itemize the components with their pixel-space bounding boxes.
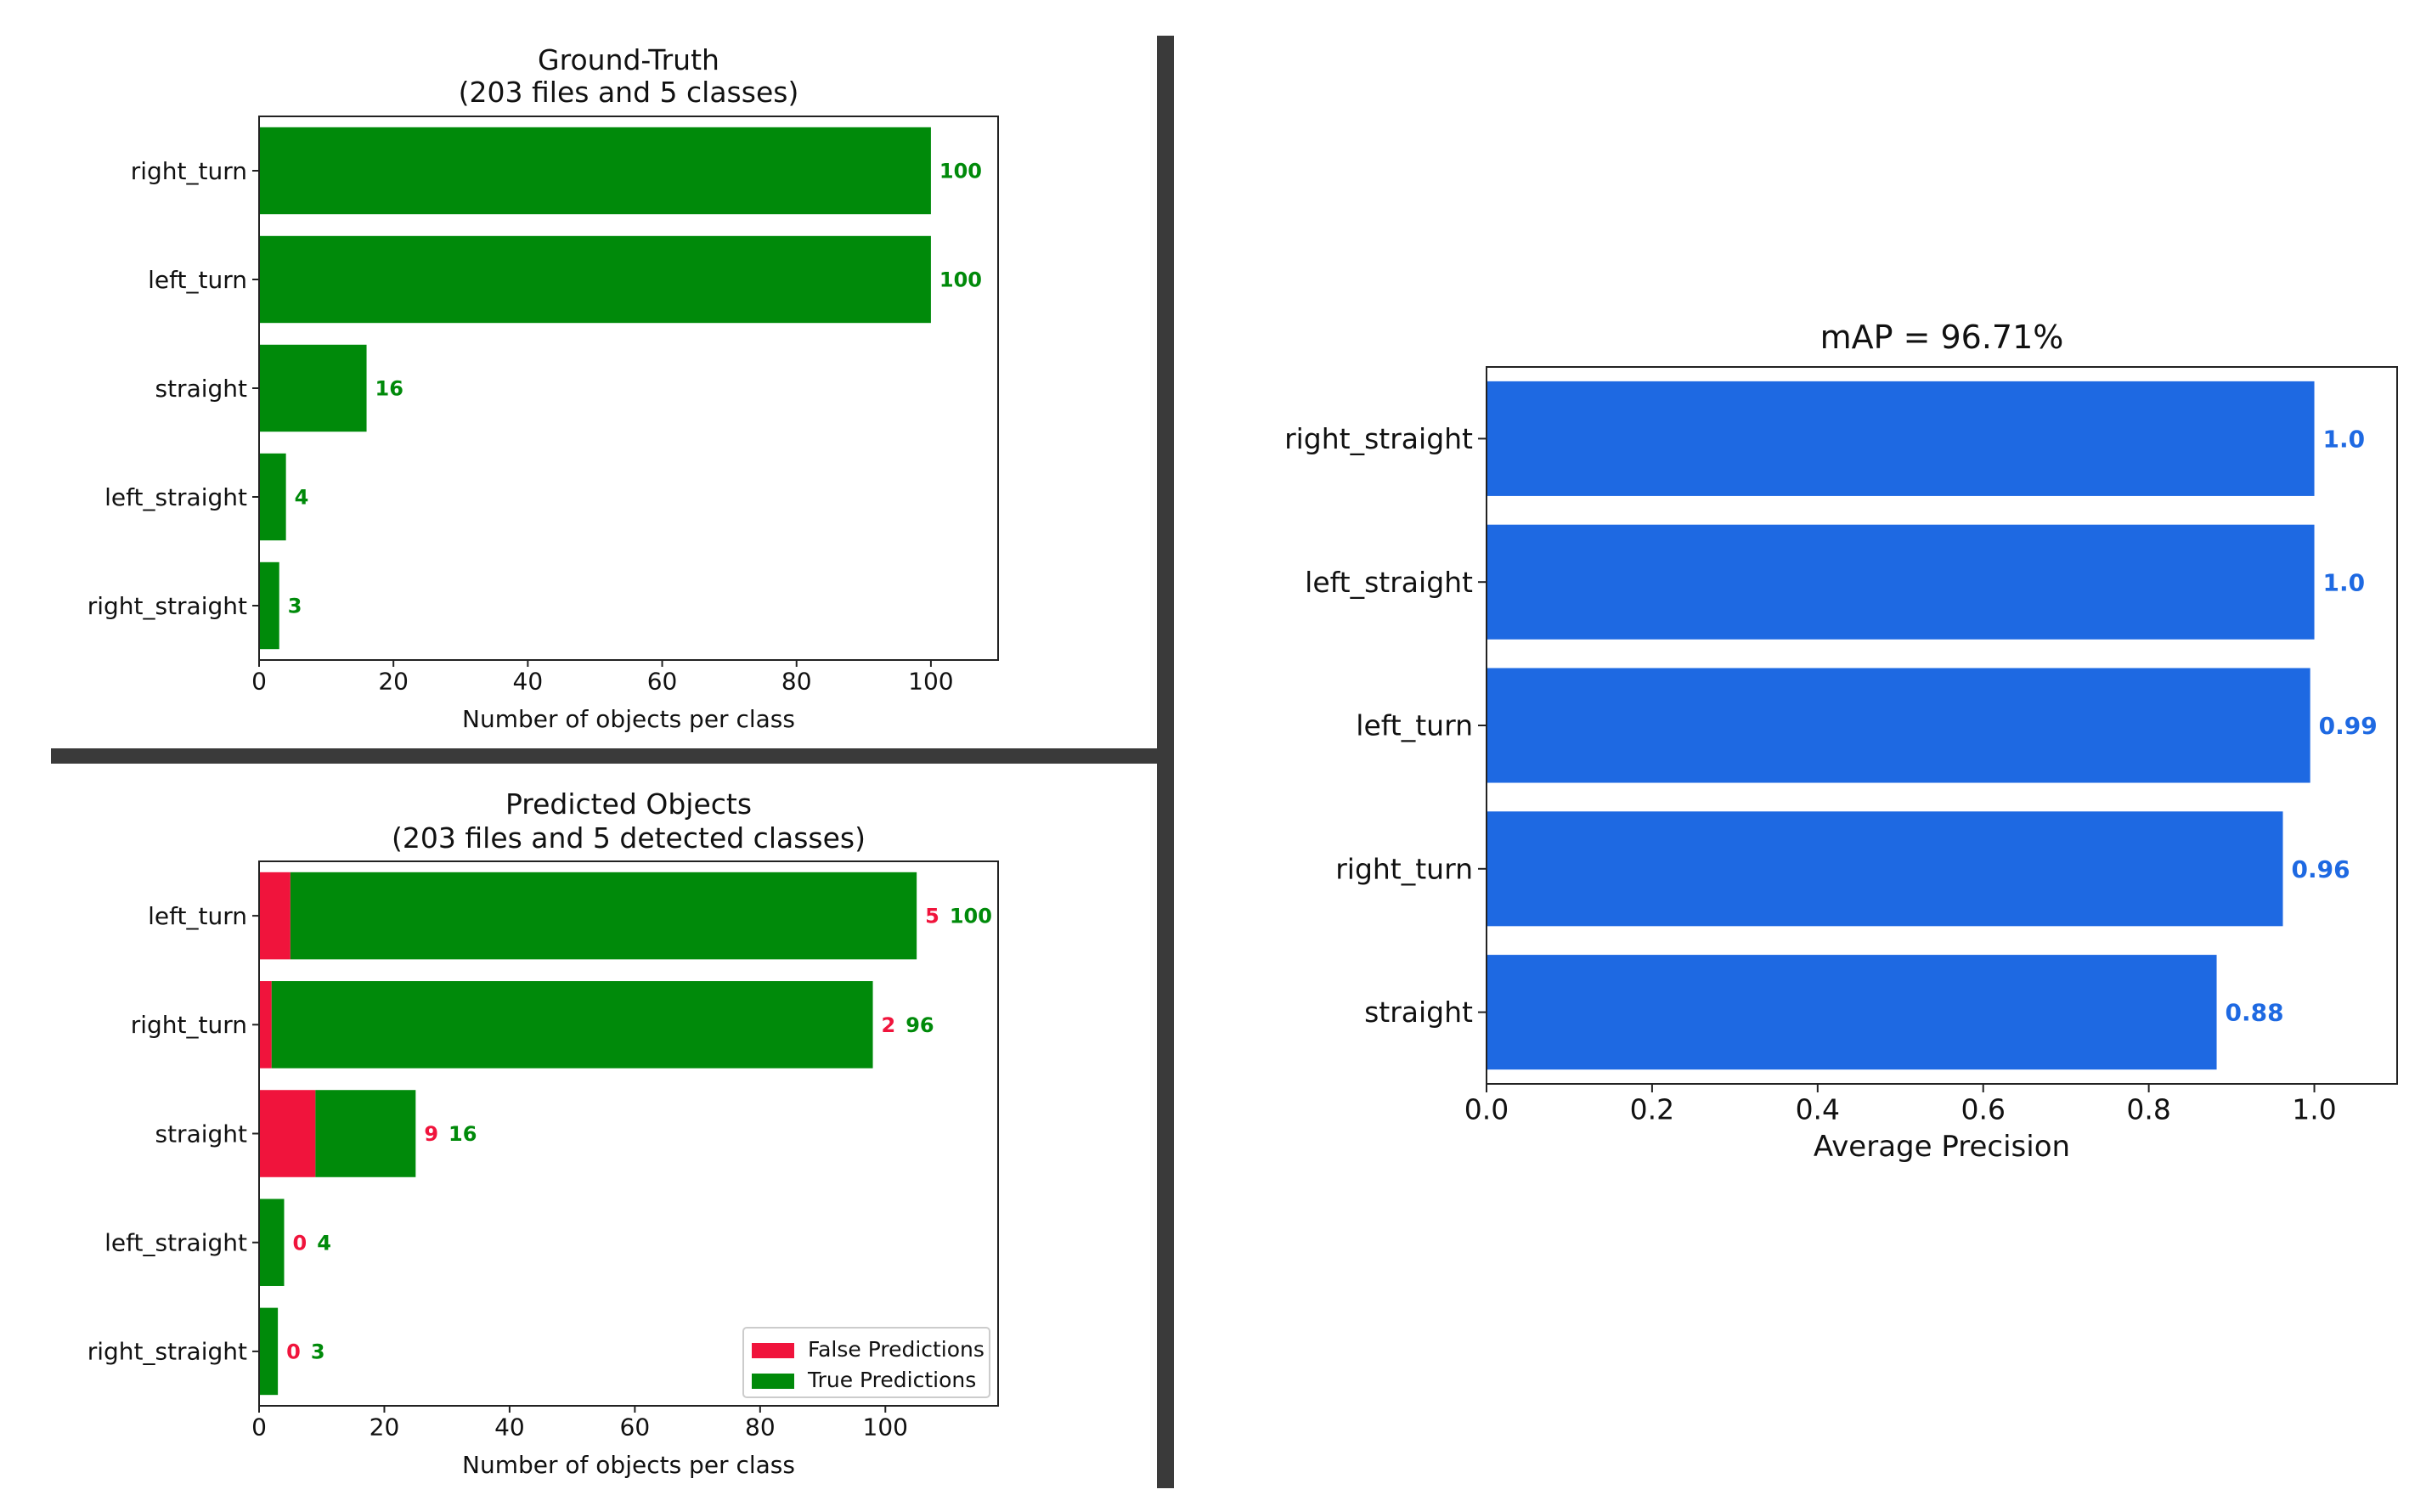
x-tick-label: 0.8 [2126,1092,2170,1126]
y-tick-label: left_turn [148,266,247,294]
value-label: 0.88 [2226,999,2284,1027]
value-label: 0.99 [2319,712,2378,740]
x-tick-label: 20 [370,1413,400,1441]
legend-box [742,1327,990,1398]
legend-label-true: True Predictions [807,1368,976,1392]
value-label: 4 [295,486,309,510]
bar-left-straight [1487,524,2315,640]
x-axis-label: Number of objects per class [462,705,795,733]
chart-map: mAP = 96.71% 1.0 right_straight 1.0 left_str… [1284,319,2398,1164]
value-label: 1.0 [2323,425,2366,453]
chart-title: mAP = 96.71% [1820,319,2064,356]
x-axis-label: Number of objects per class [462,1451,795,1479]
y-tick-label: left_turn [1356,709,1473,742]
bar-right-turn [1487,811,2283,927]
x-tick-label: 100 [908,668,953,696]
x-tick-label: 40 [494,1413,525,1441]
value-label-true: 16 [449,1122,477,1146]
chart-predicted-objects: Predicted Objects(203 files and 5 detect… [87,787,999,1479]
chart-subtitle: (203 files and 5 classes) [459,76,799,109]
legend-swatch-false [752,1343,794,1358]
x-tick-label: 0.6 [1961,1092,2005,1126]
plot-frame [258,116,999,661]
x-axis-label: Average Precision [1814,1130,2070,1164]
value-label-true: 3 [311,1340,325,1364]
value-label-false: 9 [424,1122,438,1146]
value-label: 100 [939,268,982,292]
plot-frame [258,860,999,1407]
y-tick-label: left_straight [1305,566,1473,599]
value-label: 3 [288,595,302,618]
y-tick-label: left_turn [148,902,247,930]
bar-left-straight [259,453,286,541]
x-tick-label: 20 [378,668,409,696]
x-tick-label: 0 [251,1413,267,1441]
chart-title: Ground-Truth [538,43,719,76]
y-tick-label: right_straight [87,1338,247,1366]
value-label-false: 0 [286,1340,301,1364]
y-tick-label: left_straight [104,483,247,511]
x-tick-label: 80 [745,1413,776,1441]
bar-straight [1487,955,2217,1070]
bar-left-turn [259,235,931,324]
value-label-false: 2 [882,1013,896,1037]
value-label-true: 96 [906,1013,934,1037]
value-label-false: 0 [292,1231,307,1255]
plot-frame [1486,366,2398,1085]
x-tick-label: 0.2 [1630,1092,1674,1126]
horizontal-divider [51,748,1165,764]
value-label: 16 [375,377,403,401]
bar-straight [259,344,367,432]
y-tick-label: right_turn [131,157,247,185]
y-tick-label: left_straight [104,1229,247,1257]
bar-false-left-turn [259,872,291,960]
x-tick-label: 100 [863,1413,908,1441]
y-tick-label: straight [1364,996,1473,1029]
bar-left-turn [1487,668,2310,783]
value-label-true: 4 [317,1231,331,1255]
x-tick-label: 60 [620,1413,651,1441]
bar-true-right-turn [271,981,873,1069]
value-label-false: 5 [925,905,939,928]
y-tick-label: straight [155,375,247,403]
x-tick-label: 1.0 [2292,1092,2336,1126]
bar-right-straight [259,561,279,650]
value-label: 100 [939,160,982,183]
chart-subtitle: (203 files and 5 detected classes) [392,821,866,855]
x-tick-label: 0.4 [1796,1092,1840,1126]
legend-label-false: False Predictions [808,1337,985,1362]
x-tick-label: 80 [781,668,812,696]
bar-false-straight [259,1090,316,1177]
bar-true-left-turn [290,872,917,960]
bar-false-right-turn [259,981,272,1069]
chart-ground-truth: Ground-Truth(203 files and 5 classes) 100… [87,43,999,733]
y-tick-label: straight [155,1120,247,1148]
y-tick-label: right_turn [1335,852,1473,885]
value-label: 0.96 [2292,855,2350,883]
x-tick-label: 0.0 [1464,1092,1509,1126]
bar-true-straight [315,1090,416,1177]
value-label: 1.0 [2323,568,2366,596]
x-tick-label: 0 [251,668,267,696]
y-tick-label: right_straight [87,592,247,620]
legend-swatch-true [752,1374,794,1389]
chart-title: Predicted Objects [505,787,752,821]
x-tick-label: 60 [647,668,678,696]
bar-true-left-straight [259,1199,285,1286]
value-label-true: 100 [950,905,992,928]
x-tick-label: 40 [513,668,544,696]
bar-right-turn [259,127,931,215]
y-tick-label: right_turn [131,1011,247,1039]
bar-true-right-straight [259,1307,279,1396]
y-tick-label: right_straight [1284,422,1473,455]
bar-right-straight [1487,381,2315,496]
